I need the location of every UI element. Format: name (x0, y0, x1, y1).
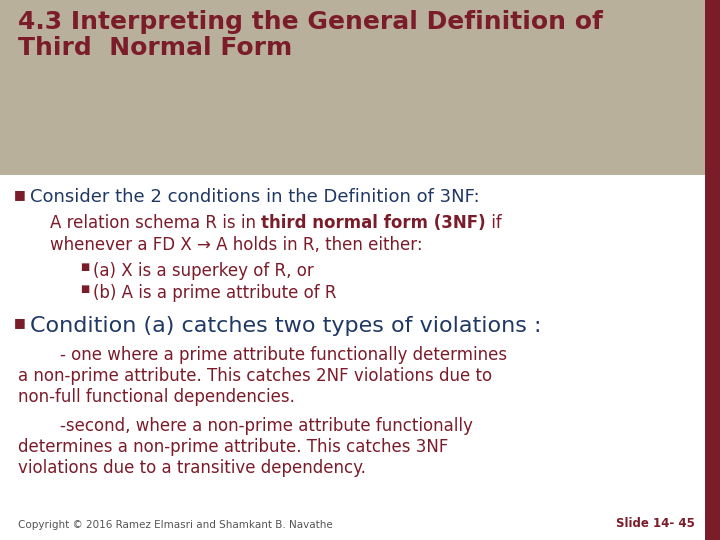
Text: Copyright © 2016 Ramez Elmasri and Shamkant B. Navathe: Copyright © 2016 Ramez Elmasri and Shamk… (18, 520, 333, 530)
Text: violations due to a transitive dependency.: violations due to a transitive dependenc… (18, 459, 366, 477)
Text: ■: ■ (14, 188, 26, 201)
Text: a non-prime attribute. This catches 2NF violations due to: a non-prime attribute. This catches 2NF … (18, 367, 492, 385)
Text: 4.3 Interpreting the General Definition of: 4.3 Interpreting the General Definition … (18, 10, 603, 34)
Text: if: if (486, 214, 502, 232)
FancyBboxPatch shape (0, 175, 705, 540)
Text: Third  Normal Form: Third Normal Form (18, 36, 292, 60)
FancyBboxPatch shape (705, 0, 720, 540)
Text: ■: ■ (80, 284, 89, 294)
Text: whenever a FD X → A holds in R, then either:: whenever a FD X → A holds in R, then eit… (50, 236, 423, 254)
Text: (a) X is a superkey of R, or: (a) X is a superkey of R, or (93, 262, 314, 280)
Text: Condition (a) catches two types of violations :: Condition (a) catches two types of viola… (30, 316, 541, 336)
Text: (b) A is a prime attribute of R: (b) A is a prime attribute of R (93, 284, 336, 302)
Text: non-full functional dependencies.: non-full functional dependencies. (18, 388, 295, 406)
Text: Consider the 2 conditions in the Definition of 3NF:: Consider the 2 conditions in the Definit… (30, 188, 480, 206)
Text: - one where a prime attribute functionally determines: - one where a prime attribute functional… (18, 346, 507, 364)
Text: -second, where a non-prime attribute functionally: -second, where a non-prime attribute fun… (18, 417, 473, 435)
Text: A relation schema R is in: A relation schema R is in (50, 214, 261, 232)
FancyBboxPatch shape (0, 0, 720, 175)
Text: Slide 14- 45: Slide 14- 45 (616, 517, 695, 530)
Text: determines a non-prime attribute. This catches 3NF: determines a non-prime attribute. This c… (18, 438, 449, 456)
Text: third normal form (3NF): third normal form (3NF) (261, 214, 486, 232)
Text: ■: ■ (80, 262, 89, 272)
Text: ■: ■ (14, 316, 26, 329)
